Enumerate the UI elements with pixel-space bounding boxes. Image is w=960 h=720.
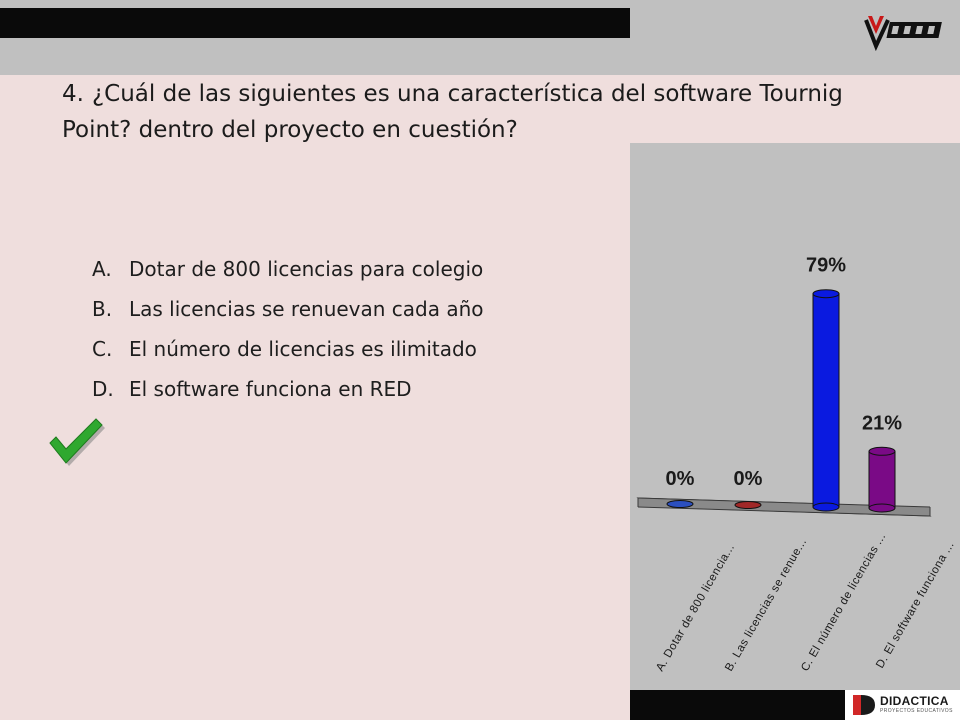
question-text: 4. ¿Cuál de las siguientes es una caracte…: [62, 76, 862, 148]
answer-text: Dotar de 800 licencias para colegio: [129, 257, 484, 281]
chart-value-label: 0%: [734, 468, 763, 490]
answer-option-c: C. El número de licencias es ilimitado: [92, 332, 512, 366]
results-chart: 0% 0% 79% 21% A. Dotar de 800 licencia...B. …: [636, 255, 957, 674]
chart-value-label: 0%: [666, 468, 695, 490]
chart-bar-base: [666, 500, 694, 508]
footer-brand: DIDACTICA: [880, 694, 949, 708]
chart-bar: [812, 293, 840, 508]
chart-category-label: A. Dotar de 800 licencia...: [654, 542, 737, 674]
checkmark-icon: [44, 417, 106, 467]
chart-value-label: 21%: [862, 412, 902, 434]
publisher-logo-icon: [862, 12, 948, 52]
chart-category-label: C. El número de licencias ...: [799, 531, 888, 674]
header-black-bar: [0, 8, 630, 38]
answer-text: El software funciona en RED: [129, 377, 412, 401]
answer-text: El número de licencias es ilimitado: [129, 337, 477, 361]
footer-black-bar: [630, 690, 845, 720]
chart-bar-base: [812, 502, 840, 512]
chart-floor-top: [638, 498, 930, 516]
answer-list: A. Dotar de 800 licencias para colegio B.…: [92, 252, 512, 412]
answer-text: Las licencias se renuevan cada año: [129, 297, 484, 321]
results-chart-panel: 0% 0% 79% 21% A. Dotar de 800 licencia... B. …: [630, 143, 960, 690]
chart-bar-top: [812, 289, 840, 299]
answer-letter: C.: [92, 337, 113, 361]
answer-option-d: D. El software funciona en RED: [92, 372, 512, 406]
answer-option-b: B. Las licencias se renuevan cada año: [92, 292, 512, 326]
footer-tagline: PROYECTOS EDUCATIVOS: [880, 708, 953, 714]
chart-bar-base: [734, 501, 762, 509]
chart-category-label: D. El software funciona ...: [874, 539, 957, 670]
chart-floor-edge: [637, 506, 931, 517]
chart-bar: [868, 450, 896, 509]
chart-category-label: B. Las licencias se renue...: [723, 536, 809, 673]
answer-letter: A.: [92, 257, 112, 281]
didactica-logo-icon: [845, 690, 960, 720]
chart-bar-base: [868, 503, 896, 513]
answer-option-a: A. Dotar de 800 licencias para colegio: [92, 252, 512, 286]
answer-letter: D.: [92, 377, 114, 401]
answer-letter: B.: [92, 297, 113, 321]
question-body: ¿Cuál de las siguientes es una caracterí…: [62, 81, 843, 143]
chart-value-label: 79%: [806, 255, 846, 277]
chart-bar-top: [868, 446, 896, 456]
question-number: 4.: [62, 81, 84, 107]
